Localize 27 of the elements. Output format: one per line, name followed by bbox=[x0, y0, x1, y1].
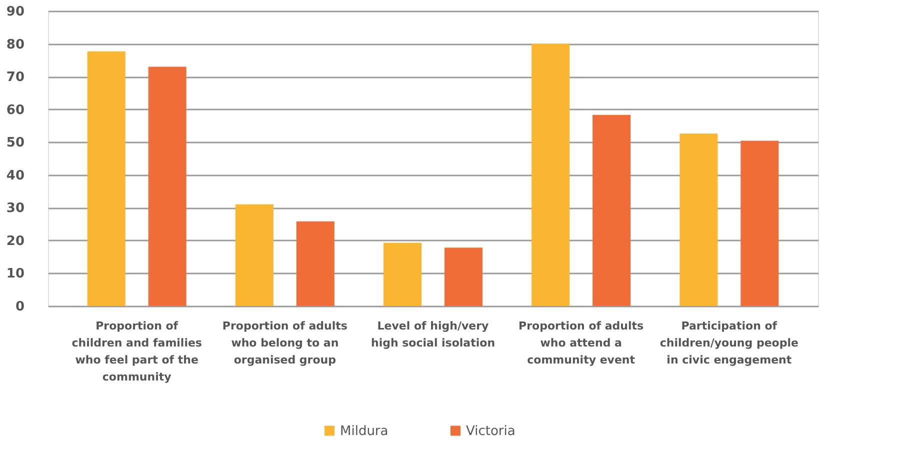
y-tick-label: 50 bbox=[6, 136, 24, 151]
legend-label: Mildura bbox=[340, 424, 388, 439]
bar bbox=[384, 242, 422, 306]
legend-label: Victoria bbox=[466, 424, 516, 439]
bar bbox=[680, 134, 718, 306]
x-tick-label: Participation of children/young people in civic engagement bbox=[660, 320, 798, 366]
x-tick-label: Level of high/very high social isolation bbox=[370, 320, 496, 350]
bar bbox=[592, 114, 631, 306]
bar bbox=[740, 140, 779, 306]
bar bbox=[296, 221, 334, 306]
bar bbox=[148, 66, 186, 306]
y-tick-label: 10 bbox=[6, 266, 24, 282]
y-tick-label: 90 bbox=[6, 4, 24, 20]
y-tick-label: 0 bbox=[15, 300, 24, 314]
y-tick-label: 70 bbox=[6, 70, 24, 86]
bar bbox=[87, 51, 126, 306]
x-tick-label: Proportion of children and families who feel part of the community bbox=[72, 320, 202, 384]
y-tick-label: 60 bbox=[6, 102, 24, 118]
bar bbox=[532, 44, 570, 306]
y-tick-label: 20 bbox=[6, 234, 24, 249]
bar bbox=[235, 204, 274, 306]
x-tick-label: Proportion of adults who attend a community event bbox=[518, 320, 644, 366]
y-tick-label: 30 bbox=[6, 201, 24, 216]
y-tick-label: 80 bbox=[6, 37, 24, 52]
bar bbox=[444, 248, 482, 306]
y-tick-label: 40 bbox=[6, 168, 24, 184]
x-tick-label: Proportion of adults who belong to an organised group bbox=[222, 320, 348, 366]
